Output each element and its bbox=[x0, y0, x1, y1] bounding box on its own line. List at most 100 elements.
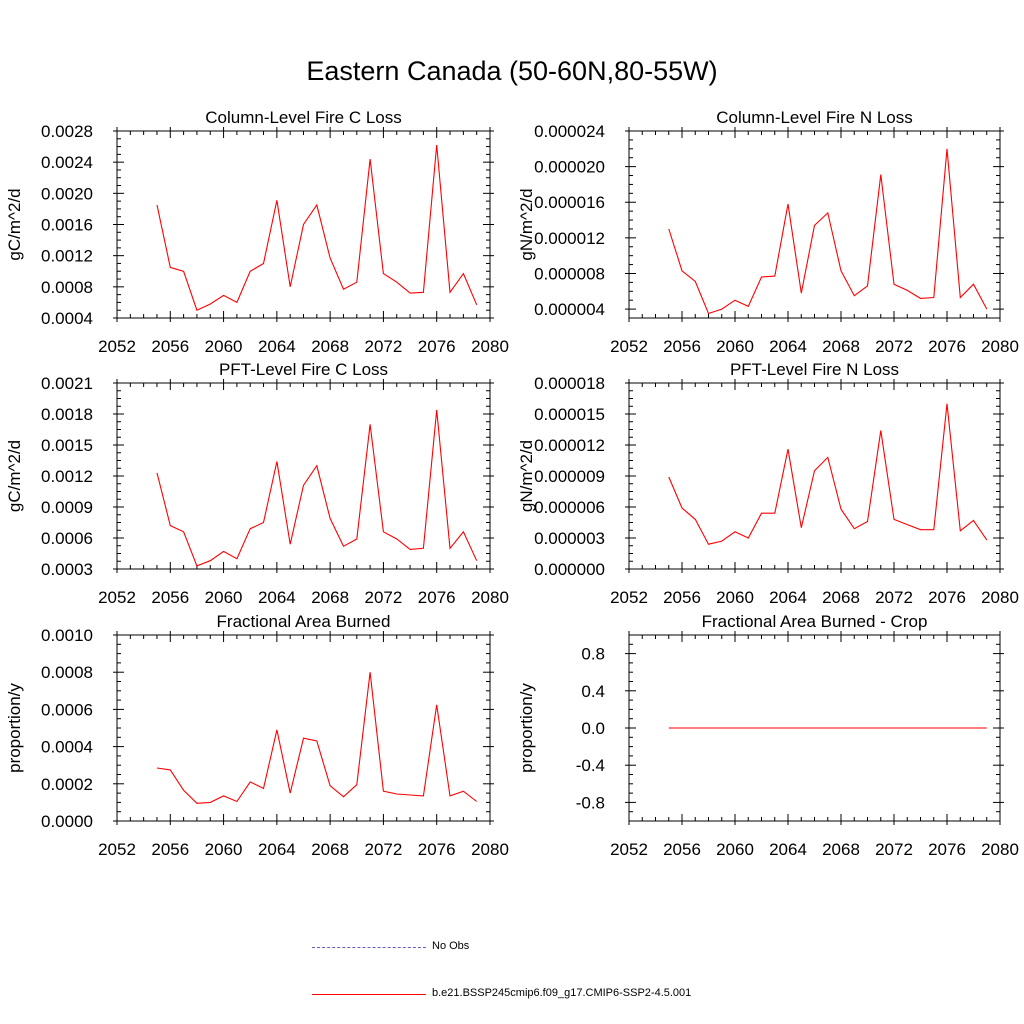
legend-model-label: b.e21.BSSP245cmip6.f09_g17.CMIP6-SSP2-4.… bbox=[432, 987, 692, 999]
series-line bbox=[156, 409, 478, 567]
x-tick-label: 2056 bbox=[151, 337, 189, 356]
x-tick-label: 2064 bbox=[258, 840, 296, 859]
x-tick-label: 2068 bbox=[822, 337, 860, 356]
legend-obs-line bbox=[312, 947, 426, 948]
x-tick-label: 2056 bbox=[663, 840, 701, 859]
x-tick-label: 2068 bbox=[311, 840, 349, 859]
y-tick-label: -0.8 bbox=[576, 793, 605, 812]
y-tick-label: -0.4 bbox=[576, 756, 605, 775]
x-tick-label: 2080 bbox=[981, 840, 1019, 859]
x-tick-label: 2060 bbox=[205, 588, 243, 607]
x-tick-label: 2056 bbox=[663, 588, 701, 607]
y-tick-label: 0.0010 bbox=[41, 626, 93, 645]
y-tick-label: 0.0006 bbox=[41, 700, 93, 719]
panel-title: Column-Level Fire N Loss bbox=[716, 108, 913, 127]
y-tick-label: 0.0024 bbox=[41, 153, 93, 172]
x-tick-label: 2052 bbox=[98, 840, 136, 859]
y-tick-label: 0.000006 bbox=[534, 498, 605, 517]
y-tick-label: 0.0008 bbox=[41, 663, 93, 682]
x-tick-label: 2080 bbox=[471, 840, 509, 859]
y-tick-label: 0.4 bbox=[581, 682, 605, 701]
series-line bbox=[156, 144, 478, 311]
x-tick-label: 2072 bbox=[365, 840, 403, 859]
y-tick-label: 0.0002 bbox=[41, 775, 93, 794]
panel-title: Fractional Area Burned - Crop bbox=[702, 612, 928, 631]
y-tick-label: 0.000004 bbox=[534, 300, 605, 319]
legend-obs: No Obs bbox=[310, 938, 810, 958]
y-tick-label: 0.000009 bbox=[534, 467, 605, 486]
y-tick-label: 0.0015 bbox=[41, 436, 93, 455]
x-tick-label: 2064 bbox=[769, 337, 807, 356]
x-tick-label: 2076 bbox=[418, 337, 456, 356]
x-tick-label: 2060 bbox=[716, 337, 754, 356]
y-axis-label: proportion/y bbox=[517, 683, 536, 773]
y-tick-label: 0.0000 bbox=[41, 812, 93, 831]
series-line bbox=[156, 672, 478, 804]
x-tick-label: 2080 bbox=[981, 337, 1019, 356]
series-line bbox=[668, 403, 988, 545]
x-tick-label: 2076 bbox=[928, 337, 966, 356]
x-tick-label: 2076 bbox=[928, 840, 966, 859]
x-tick-label: 2072 bbox=[365, 588, 403, 607]
x-tick-label: 2056 bbox=[151, 840, 189, 859]
x-tick-label: 2072 bbox=[365, 337, 403, 356]
x-tick-label: 2052 bbox=[98, 588, 136, 607]
chart-panel: Column-Level Fire C Loss gC/m^2/d 2052 2056… bbox=[5, 108, 509, 356]
x-tick-label: 2052 bbox=[610, 337, 648, 356]
y-tick-label: 0.0008 bbox=[41, 278, 93, 297]
x-tick-label: 2072 bbox=[875, 588, 913, 607]
y-axis-label: gN/m^2/d bbox=[517, 440, 536, 512]
y-tick-label: 0.000020 bbox=[534, 158, 605, 177]
x-tick-label: 2076 bbox=[418, 588, 456, 607]
y-tick-label: 0.0020 bbox=[41, 184, 93, 203]
y-tick-label: 0.0012 bbox=[41, 247, 93, 266]
x-tick-label: 2052 bbox=[98, 337, 136, 356]
y-tick-label: 0.0003 bbox=[41, 560, 93, 579]
y-tick-label: 0.8 bbox=[581, 645, 605, 664]
y-axis-label: gC/m^2/d bbox=[5, 188, 24, 260]
x-tick-label: 2068 bbox=[311, 337, 349, 356]
plot-frame bbox=[628, 382, 1001, 570]
chart-panel: Fractional Area Burned - Crop proportion/… bbox=[517, 612, 1019, 859]
y-tick-label: 0.000012 bbox=[534, 229, 605, 248]
x-tick-label: 2052 bbox=[610, 840, 648, 859]
x-tick-label: 2064 bbox=[769, 840, 807, 859]
chart-panel: PFT-Level Fire C Loss gC/m^2/d 2052 2056 206… bbox=[5, 360, 509, 607]
y-tick-label: 0.000015 bbox=[534, 405, 605, 424]
x-tick-label: 2068 bbox=[311, 588, 349, 607]
y-tick-label: 0.000018 bbox=[534, 374, 605, 393]
chart-panel: Fractional Area Burned proportion/y 2052 20… bbox=[5, 612, 509, 859]
x-tick-label: 2072 bbox=[875, 840, 913, 859]
y-tick-label: 0.0004 bbox=[41, 738, 93, 757]
x-tick-label: 2064 bbox=[258, 588, 296, 607]
x-tick-label: 2056 bbox=[663, 337, 701, 356]
y-tick-label: 0.000016 bbox=[534, 193, 605, 212]
x-tick-label: 2060 bbox=[716, 588, 754, 607]
y-tick-label: 0.000024 bbox=[534, 122, 605, 141]
y-axis-label: gN/m^2/d bbox=[517, 188, 536, 260]
y-tick-label: 0.0021 bbox=[41, 374, 93, 393]
x-tick-label: 2080 bbox=[981, 588, 1019, 607]
chart-panel: PFT-Level Fire N Loss gN/m^2/d 2052 2056 206… bbox=[517, 360, 1019, 607]
x-tick-label: 2060 bbox=[716, 840, 754, 859]
y-tick-label: 0.000008 bbox=[534, 264, 605, 283]
x-tick-label: 2060 bbox=[205, 840, 243, 859]
y-tick-label: 0.0009 bbox=[41, 498, 93, 517]
x-tick-label: 2076 bbox=[418, 840, 456, 859]
y-axis-label: proportion/y bbox=[5, 683, 24, 773]
plot-frame bbox=[116, 382, 491, 570]
y-tick-label: 0.0012 bbox=[41, 467, 93, 486]
plot-frame bbox=[628, 130, 1001, 319]
y-tick-label: 0.0028 bbox=[41, 122, 93, 141]
x-tick-label: 2080 bbox=[471, 588, 509, 607]
x-tick-label: 2068 bbox=[822, 840, 860, 859]
y-axis-label: gC/m^2/d bbox=[5, 440, 24, 512]
x-tick-label: 2072 bbox=[875, 337, 913, 356]
panel-title: Column-Level Fire C Loss bbox=[205, 108, 402, 127]
x-tick-label: 2060 bbox=[205, 337, 243, 356]
x-tick-label: 2056 bbox=[151, 588, 189, 607]
y-tick-label: 0.0006 bbox=[41, 529, 93, 548]
legend-obs-label: No Obs bbox=[432, 940, 470, 952]
y-tick-label: 0.000000 bbox=[534, 560, 605, 579]
